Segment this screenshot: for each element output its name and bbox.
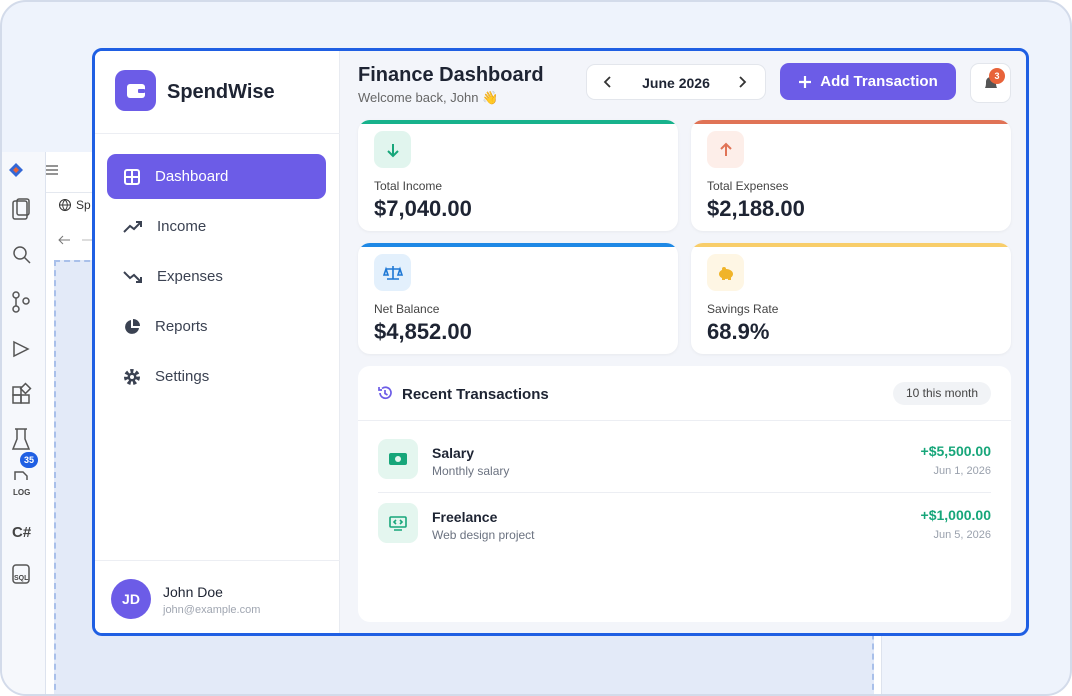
stat-value: $7,040.00 (374, 196, 472, 221)
ide-logo (9, 163, 23, 177)
transaction-name: Salary (432, 445, 475, 461)
nav-item[interactable]: Income (107, 204, 326, 249)
next-month[interactable] (737, 75, 747, 89)
stat-card: Total Expenses $2,188.00 (691, 120, 1011, 231)
transaction-note: Web design project (432, 528, 535, 542)
nav-item[interactable]: Expenses (107, 254, 326, 299)
panel-title: Recent Transactions (402, 386, 549, 403)
transaction-amount: +$5,500.00 (920, 443, 991, 459)
nav-label: Settings (155, 368, 210, 385)
nav-item[interactable]: Settings (107, 354, 326, 399)
add-transaction-button[interactable]: Add Transaction (780, 63, 956, 100)
stat-value: $2,188.00 (707, 196, 805, 221)
stat-label: Total Income (374, 179, 443, 193)
globe-icon (59, 199, 71, 212)
brand-logo (115, 70, 156, 111)
ide-badge: 35 (20, 452, 38, 468)
stat-card: Savings Rate 68.9% (691, 243, 1011, 354)
nav-item[interactable]: Dashboard (107, 154, 326, 199)
sidebar: SpendWise Dashboard Income Expenses Repo… (95, 51, 340, 633)
app-window: SpendWise Dashboard Income Expenses Repo… (92, 48, 1029, 636)
ide-activity-bar: 35 LOG C# SQL (2, 152, 46, 694)
count-pill: 10 this month (893, 382, 991, 405)
stat-value: $4,852.00 (374, 319, 472, 344)
nav-label: Reports (155, 318, 208, 335)
ide-icon-label: LOG (13, 488, 31, 497)
brand-name: SpendWise (167, 81, 275, 103)
nav-label: Dashboard (155, 168, 229, 185)
stat-label: Savings Rate (707, 302, 779, 316)
button-label: Add Transaction (820, 73, 938, 90)
page-subtitle: Welcome back, John 👋 (358, 90, 499, 105)
stat-card: Total Income $7,040.00 (358, 120, 678, 231)
ide-icon-label: C# (12, 524, 32, 541)
page-title: Finance Dashboard (358, 64, 544, 86)
stat-label: Net Balance (374, 302, 440, 316)
transaction-row[interactable]: Salary Monthly salary +$5,500.00 Jun 1, … (358, 439, 1011, 503)
transaction-note: Monthly salary (432, 464, 510, 478)
stat-label: Total Expenses (707, 179, 789, 193)
browser-tab[interactable]: Sp (76, 198, 91, 212)
month-picker: June 2026 (586, 64, 766, 100)
transaction-name: Freelance (432, 509, 498, 525)
prev-month[interactable] (603, 75, 613, 89)
nav-arrows[interactable] (56, 232, 96, 248)
nav-label: Income (157, 218, 207, 235)
transaction-row[interactable]: Freelance Web design project +$1,000.00 … (358, 503, 1011, 567)
transaction-date: Jun 1, 2026 (933, 465, 992, 477)
ide-icon-label: SQL (14, 575, 29, 582)
menu-icon[interactable] (46, 160, 66, 180)
stat-card: Net Balance $4,852.00 (358, 243, 678, 354)
stat-value: 68.9% (707, 319, 770, 344)
nav-item[interactable]: Reports (107, 304, 326, 349)
avatar[interactable]: JD (111, 579, 151, 619)
transactions-panel: Recent Transactions 10 this month Salary… (358, 366, 1011, 622)
notification-badge: 3 (989, 68, 1005, 84)
history-icon (378, 386, 392, 400)
user-name: John Doe (163, 584, 223, 600)
nav-label: Expenses (157, 268, 223, 285)
transaction-date: Jun 5, 2026 (933, 529, 992, 541)
notification-button[interactable]: 3 (970, 63, 1011, 103)
ide-icons[interactable] (10, 197, 36, 617)
month-label: June 2026 (642, 75, 710, 91)
transaction-amount: +$1,000.00 (920, 507, 991, 523)
user-email: john@example.com (163, 604, 261, 616)
